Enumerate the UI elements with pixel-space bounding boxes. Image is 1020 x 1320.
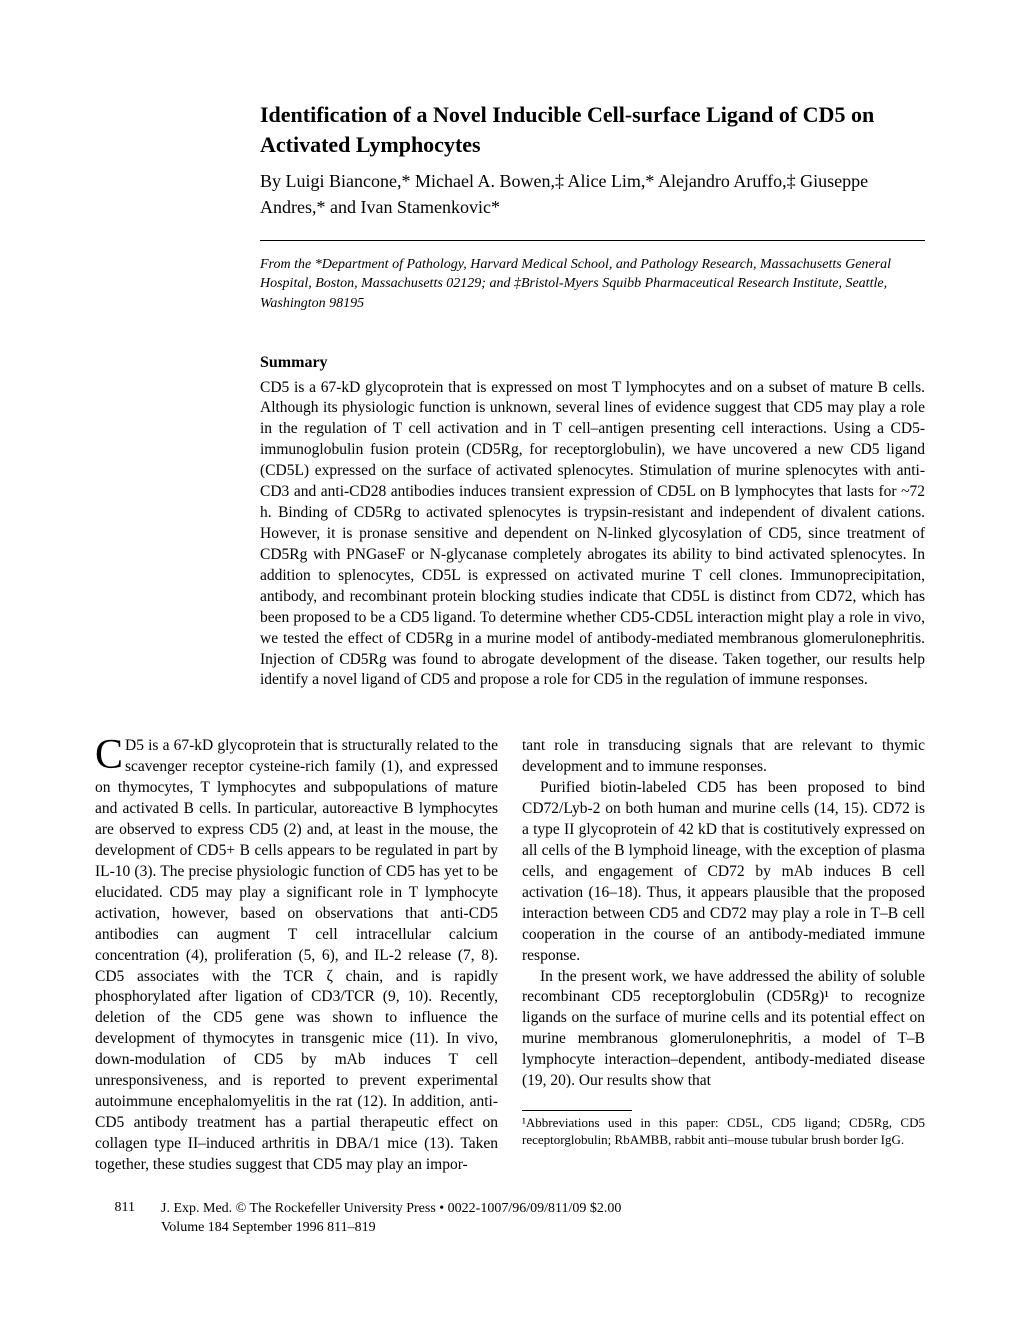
- authors-line: By Luigi Biancone,* Michael A. Bowen,‡ A…: [260, 169, 925, 219]
- dropcap-letter: C: [95, 736, 125, 774]
- article-title: Identification of a Novel Inducible Cell…: [260, 100, 925, 159]
- footnote-divider: [522, 1110, 632, 1111]
- summary-heading: Summary: [260, 354, 925, 372]
- summary-text: CD5 is a 67-kD glycoprotein that is expr…: [260, 378, 925, 692]
- body-paragraph: tant role in transducing signals that ar…: [522, 736, 925, 778]
- page-container: Identification of a Novel Inducible Cell…: [0, 0, 1020, 1288]
- column-left: CD5 is a 67-kD glycoprotein that is stru…: [95, 736, 498, 1175]
- body-paragraph: CD5 is a 67-kD glycoprotein that is stru…: [95, 736, 498, 1175]
- divider-top: [260, 240, 925, 241]
- column-right: tant role in transducing signals that ar…: [522, 736, 925, 1175]
- page-number: 811: [95, 1200, 135, 1238]
- body-paragraph: Purified biotin-labeled CD5 has been pro…: [522, 778, 925, 966]
- affiliation-block: From the *Department of Pathology, Harva…: [260, 255, 925, 314]
- body-text: D5 is a 67-kD glycoprotein that is struc…: [95, 737, 498, 1172]
- page-footer: 811 J. Exp. Med. © The Rockefeller Unive…: [95, 1200, 925, 1238]
- body-columns: CD5 is a 67-kD glycoprotein that is stru…: [95, 736, 925, 1175]
- footnote-text: ¹Abbreviations used in this paper: CD5L,…: [522, 1115, 925, 1149]
- footnote-content: ¹Abbreviations used in this paper: CD5L,…: [522, 1115, 925, 1147]
- body-paragraph: In the present work, we have addressed t…: [522, 967, 925, 1093]
- footer-line: Volume 184 September 1996 811–819: [161, 1220, 376, 1235]
- footer-line: J. Exp. Med. © The Rockefeller Universit…: [161, 1201, 621, 1216]
- footer-citation: J. Exp. Med. © The Rockefeller Universit…: [161, 1200, 925, 1238]
